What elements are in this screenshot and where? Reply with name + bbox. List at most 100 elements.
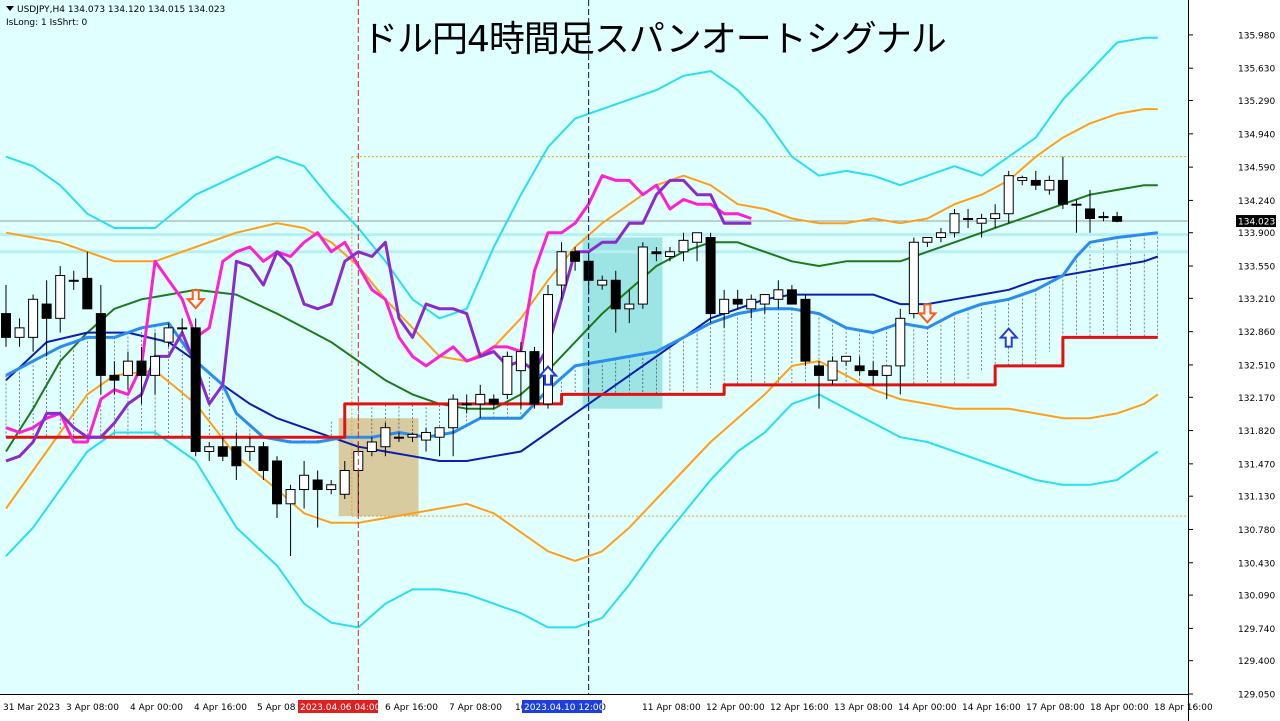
bull-candle: [637, 246, 648, 305]
indicator-lines: [5, 36, 1159, 629]
price-axis-bg: [1188, 0, 1280, 721]
bull-candle: [122, 360, 133, 376]
bull-candle: [773, 289, 784, 300]
time-tick-label: 10: [515, 703, 527, 713]
bull-candle: [177, 327, 188, 330]
time-tick-label: 13 Apr 08:00: [834, 703, 893, 713]
bull-candle: [935, 232, 946, 238]
bull-candle: [1098, 216, 1109, 219]
time-tick-label: 17 Apr 08:00: [1026, 703, 1085, 713]
bear-candle: [1085, 208, 1095, 219]
bull-candle: [244, 446, 255, 452]
price-tick-label: 134.590: [1238, 164, 1275, 174]
bull-candle: [664, 251, 675, 258]
bear-candle: [529, 351, 540, 405]
price-tick-label: 129.740: [1238, 625, 1275, 635]
bear-candle: [868, 370, 879, 376]
bull-candle: [881, 365, 892, 376]
bull-candle: [827, 360, 838, 381]
bear-candle: [1030, 179, 1041, 186]
signal-arrows: [185, 289, 1019, 386]
kijun-line: [5, 255, 1159, 462]
price-tick-label: 133.900: [1238, 229, 1275, 239]
price-tick-label: 132.860: [1238, 328, 1275, 338]
bull-candle: [28, 298, 39, 338]
bull-candle: [1044, 179, 1055, 191]
bull-candle: [963, 217, 974, 220]
current-price-tag: [1236, 215, 1276, 228]
time-tick-label: 14 Apr 16:00: [962, 703, 1021, 713]
bear-candle: [488, 398, 499, 405]
marker-label: 2023.04.10 12:00: [524, 703, 605, 713]
price-tick-label: 132.170: [1238, 394, 1275, 404]
bear-candle: [95, 313, 106, 376]
time-tick-label: 12 Apr 16:00: [770, 703, 829, 713]
bull-candle: [976, 217, 987, 224]
bull-candle: [326, 484, 337, 491]
horizontal-levels: [0, 156, 1188, 517]
price-tick-label: 132.510: [1238, 361, 1275, 371]
bear-candle: [800, 298, 811, 362]
bull-candle: [380, 427, 391, 448]
time-tick-label: 18 Apr 00:00: [1090, 703, 1149, 713]
bear-candle: [109, 374, 120, 381]
bear-candle: [1, 313, 11, 338]
vertical-markers: [357, 0, 590, 694]
time-tick-label: 5 Apr 08: [257, 703, 296, 713]
collapse-arrow-icon[interactable]: [6, 6, 14, 11]
bull-candle: [556, 251, 567, 286]
price-tick-label: 130.090: [1238, 592, 1275, 602]
time-tick-label: 18 Apr 16:00: [1154, 703, 1213, 713]
bull-candle: [841, 355, 852, 362]
bull-candle: [339, 470, 350, 495]
bear-candle: [41, 303, 52, 319]
buy-signal-arrow-icon: [998, 327, 1019, 348]
price-tick-label: 134.940: [1238, 130, 1275, 140]
current-price-label: 134.023: [1238, 218, 1275, 228]
sell-signal-arrow-icon: [917, 303, 938, 324]
price-tick-label: 131.470: [1238, 460, 1275, 470]
bull-candle: [678, 239, 689, 253]
chikou-2-line: [5, 178, 752, 463]
time-tick-label: 4 Apr 00:00: [130, 703, 183, 713]
time-tick-label: 7 Apr 08:00: [449, 703, 502, 713]
bull-candle: [407, 433, 418, 438]
price-axis: 135.980 135.630 135.290 134.940 134.590 134.2…: [1188, 0, 1280, 721]
symbol-ohlc-text: USDJPY,H4 134.073 134.120 134.015 134.02…: [17, 5, 226, 15]
bear-candle: [732, 298, 743, 305]
bull-candle: [597, 279, 608, 286]
chart-title: ドル円4時間足スパンオートシグナル: [362, 19, 947, 60]
bull-candle: [543, 294, 553, 405]
bull-candle: [448, 398, 459, 429]
time-tick-label: 31 Mar 2023: [3, 703, 60, 713]
bb-outer-lower-line: [5, 393, 1159, 629]
range-box: [582, 237, 663, 409]
price-tick-label: 131.130: [1238, 493, 1275, 503]
bear-candle: [1057, 179, 1068, 205]
bull-candle: [150, 355, 161, 376]
bb-outer-upper-line: [5, 36, 1158, 320]
symbol-info[interactable]: USDJPY,H4 134.073 134.120 134.015 134.02…: [6, 5, 225, 15]
bear-candle: [82, 277, 93, 310]
bull-candle: [204, 446, 215, 452]
marker-tag: [298, 700, 378, 713]
bull-candle: [1003, 175, 1014, 215]
chikou-1-line: [5, 174, 752, 444]
time-axis: 31 Mar 2023 3 Apr 08:00 4 Apr 00:00 4 Apr 1…: [0, 694, 1213, 721]
price-tick-label: 135.980: [1238, 31, 1275, 41]
bull-candle: [759, 294, 770, 305]
bull-candle: [692, 232, 703, 243]
price-tick-label: 129.400: [1238, 657, 1275, 667]
bb-inner-lower-line: [5, 360, 1159, 562]
price-tick-label: 129.050: [1238, 691, 1275, 701]
time-tick-label: 4 Apr 16:00: [194, 703, 247, 713]
bear-candle: [136, 360, 147, 376]
bull-candle: [922, 236, 933, 243]
bull-candle: [434, 427, 445, 438]
bull-candle: [908, 241, 919, 315]
bull-candle: [475, 393, 486, 405]
bull-candle: [163, 327, 174, 343]
signal-flags: IsLong: 1 IsShrt: 0: [6, 18, 88, 28]
